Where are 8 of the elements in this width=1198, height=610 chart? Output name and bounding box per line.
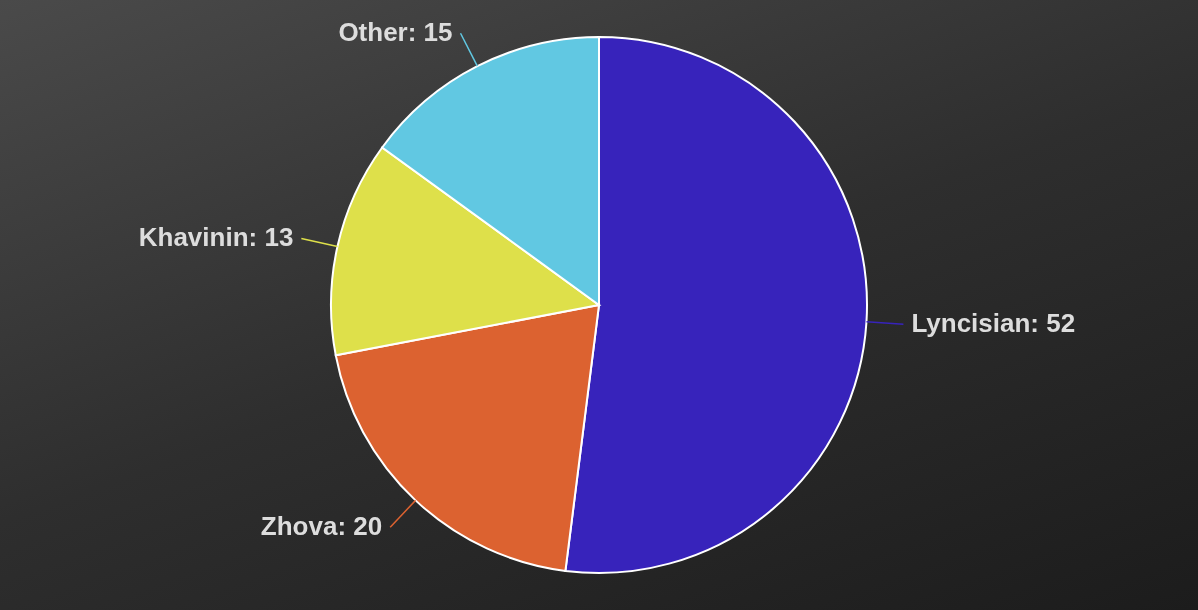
slice-label: Khavinin [138, 222, 249, 253]
data-label: : 20 [337, 511, 383, 542]
slice-label: Zhova [260, 511, 338, 542]
slice-label: Other [338, 17, 408, 48]
slice-label: Lyncisian [911, 308, 1031, 339]
data-label: : 15 [407, 17, 453, 48]
data-label: : 52 [1030, 308, 1076, 339]
data-label: : 13 [248, 222, 294, 253]
